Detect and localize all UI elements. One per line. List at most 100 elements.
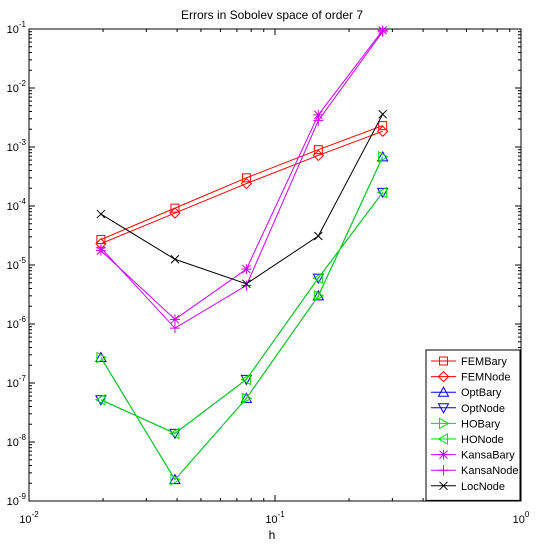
star-marker [313, 109, 324, 120]
series-line-fembary [100, 125, 383, 241]
x-tick-base: 10 [513, 514, 525, 526]
legend-item-hobary: HOBary [431, 417, 501, 430]
series-kansanode [95, 26, 388, 334]
legend-label: OptNode [461, 403, 505, 415]
x-tick-label: 100 [513, 510, 530, 526]
y-tick-base: 10 [7, 319, 19, 331]
plus-marker [377, 26, 388, 37]
star-marker [438, 449, 449, 460]
y-tick-base: 10 [7, 24, 19, 36]
x-marker [313, 231, 323, 241]
legend-label: HOBary [461, 418, 501, 430]
legend-label: LocNode [461, 481, 505, 493]
legend-label: HONode [461, 434, 504, 446]
star-marker [241, 264, 252, 275]
x-tick-base: 10 [19, 514, 31, 526]
y-tick-label: 10-5 [7, 256, 27, 272]
x-tick-label: 10-2 [19, 510, 39, 526]
y-tick-base: 10 [7, 201, 19, 213]
triangle-right-marker [170, 473, 181, 486]
y-tick-base: 10 [7, 496, 19, 508]
legend-item-femnode: FEMNode [431, 370, 511, 384]
square-marker [241, 173, 251, 183]
y-tick-exponent: -8 [19, 433, 27, 442]
triangle-down-marker [437, 403, 450, 414]
triangle-left-marker [240, 373, 251, 386]
x-marker [96, 209, 106, 219]
square-marker [378, 121, 388, 131]
triangle-right-marker [439, 417, 450, 430]
plus-marker [241, 280, 252, 291]
y-tick-label: 10-8 [7, 433, 27, 449]
diamond-marker [240, 177, 253, 190]
triangle-down-marker [312, 273, 325, 285]
series-locnode [96, 109, 388, 289]
legend-label: FEMNode [461, 372, 511, 384]
triangle-up-marker [437, 386, 450, 397]
triangle-up-marker [169, 473, 181, 485]
triangle-up-marker [95, 351, 107, 363]
x-tick-base: 10 [265, 514, 277, 526]
x-axis-label: h [269, 528, 276, 542]
star-marker [169, 314, 180, 325]
triangle-up-marker [240, 392, 253, 403]
triangle-left-marker [94, 393, 106, 406]
y-tick-exponent: -2 [19, 79, 27, 88]
y-tick-base: 10 [7, 378, 19, 390]
triangle-left-marker [312, 272, 323, 284]
triangle-down-marker [95, 395, 107, 406]
series-line-femnode [100, 130, 383, 245]
series-femnode [95, 125, 389, 250]
y-tick-base: 10 [7, 260, 19, 272]
legend-item-honode: HONode [431, 433, 504, 446]
y-tick-label: 10-4 [7, 197, 27, 213]
x-tick-exponent: -1 [278, 510, 286, 519]
y-tick-exponent: -1 [19, 20, 27, 29]
y-tick-label: 10-6 [7, 315, 27, 331]
y-tick-label: 10-7 [7, 374, 27, 390]
triangle-down-marker [376, 187, 389, 199]
square-marker [439, 356, 448, 366]
square-marker [170, 203, 180, 213]
legend-label: KansaBary [461, 450, 515, 462]
legend-box [425, 349, 521, 501]
triangle-right-marker [378, 151, 389, 163]
legend-item-optnode: OptNode [431, 403, 505, 415]
triangle-down-marker [240, 374, 253, 386]
x-tick-exponent: -2 [32, 510, 40, 519]
axes: 10-2 10-1 10010-910-810-710-610-510-410-31… [7, 20, 530, 526]
diamond-marker [169, 207, 181, 219]
y-tick-exponent: -6 [19, 315, 27, 324]
plus-marker [313, 115, 324, 126]
y-tick-exponent: -5 [19, 256, 27, 265]
triangle-left-marker [437, 433, 448, 445]
triangle-left-marker [376, 186, 388, 199]
y-tick-label: 10-9 [7, 492, 27, 508]
x-marker [242, 279, 251, 289]
triangle-right-marker [241, 392, 253, 405]
legend-item-kansanode: KansaNode [431, 465, 519, 477]
legend-item-kansabary: KansaBary [431, 449, 515, 462]
legend-label: OptBary [461, 387, 502, 399]
x-marker [170, 254, 180, 264]
triangle-up-marker [312, 289, 325, 301]
y-tick-exponent: -4 [19, 197, 27, 206]
x-tick-exponent: 0 [525, 510, 530, 519]
triangle-up-marker [376, 150, 389, 162]
y-tick-base: 10 [7, 83, 19, 95]
series-group [94, 25, 389, 486]
legend-item-fembary: FEMBary [431, 356, 507, 368]
y-tick-exponent: -7 [19, 374, 27, 383]
y-tick-base: 10 [7, 437, 19, 449]
y-tick-base: 10 [7, 142, 19, 154]
legend-label: FEMBary [461, 356, 507, 368]
diamond-marker [312, 149, 325, 162]
legend: FEMBary FEMNode OptBary OptNode HOBary HONode… [425, 349, 521, 501]
square-marker [313, 145, 323, 155]
diamond-marker [437, 370, 450, 383]
legend-item-optbary: OptBary [431, 386, 502, 399]
chart-title: Errors in Sobolev space of order 7 [181, 8, 363, 22]
triangle-right-marker [313, 290, 325, 302]
triangle-down-marker [169, 428, 181, 440]
